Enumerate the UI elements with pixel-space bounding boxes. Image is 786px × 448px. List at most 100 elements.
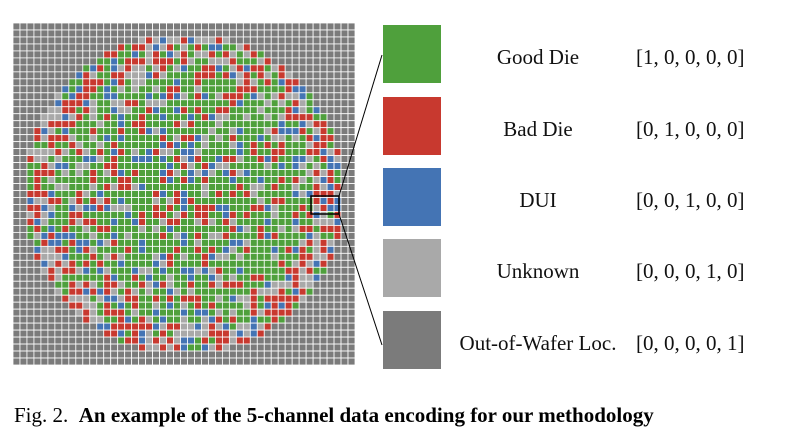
wafer-cell [40,301,49,310]
wafer-cell [187,127,195,136]
wafer-cell [131,211,140,219]
wafer-cell [270,78,279,87]
wafer-cell [201,301,209,310]
wafer-cell [347,113,356,122]
wafer-cell [89,336,98,345]
wafer-cell [131,169,140,177]
wafer-cell [159,183,167,191]
wafer-cell [68,350,77,359]
wafer-cell [138,238,147,247]
wafer-cell [89,343,98,352]
wafer-cell [110,120,119,129]
wafer-cell [166,155,174,163]
wafer-cell [159,245,167,254]
wafer-cell [235,259,244,268]
wafer-cell [89,78,98,87]
wafer-cell [305,36,314,45]
wafer-cell [47,134,56,143]
wafer-cell [187,287,195,296]
wafer-cell [215,78,223,87]
wafer-cell [215,64,223,73]
wafer-cell [256,259,265,268]
wafer-cell [326,266,335,275]
wafer-cell [12,176,21,184]
wafer-cell [340,294,349,303]
wafer-cell [215,197,223,205]
wafer-cell [256,294,265,303]
wafer-cell [291,280,300,289]
wafer-cell [242,336,251,345]
wafer-cell [256,329,265,338]
wafer-cell [61,57,70,66]
wafer-cell [131,113,140,122]
wafer-cell [131,225,140,233]
wafer-cell [194,204,202,212]
wafer-cell [208,287,216,296]
wafer-cell [270,301,279,310]
wafer-cell [242,57,251,66]
wafer-cell [54,287,63,296]
wafer-cell [19,50,28,59]
wafer-cell [312,259,321,268]
wafer-cell [89,127,98,136]
wafer-cell [180,197,188,205]
wafer-cell [82,43,91,52]
wafer-cell [326,148,335,157]
wafer-cell [187,148,195,157]
wafer-cell [228,113,237,122]
wafer-cell [298,127,307,136]
wafer-cell [194,29,202,38]
wafer-cell [138,315,147,324]
wafer-cell [228,225,237,233]
wafer-cell [340,238,349,247]
wafer-cell [208,36,216,45]
wafer-cell [228,78,237,87]
wafer-cell [333,350,342,359]
wafer-cell [284,336,293,345]
wafer-cell [270,336,279,345]
wafer-cell [166,294,174,303]
wafer-cell [96,57,105,66]
wafer-cell [33,155,42,163]
wafer-cell [235,238,244,247]
wafer-cell [277,106,286,115]
wafer-cell [152,287,160,296]
wafer-cell [159,99,167,108]
wafer-cell [221,211,230,219]
wafer-cell [96,169,105,177]
wafer-cell [326,301,335,310]
wafer-cell [12,225,21,233]
wafer-cell [82,357,91,366]
wafer-cell [138,50,147,59]
wafer-cell [68,259,77,268]
wafer-cell [54,329,63,338]
wafer-cell [40,176,49,184]
wafer-cell [333,162,342,170]
wafer-cell [305,29,314,38]
wafer-cell [89,301,98,310]
wafer-cell [340,322,349,331]
wafer-cell [96,336,105,345]
wafer-cell [305,266,314,275]
wafer-cell [61,280,70,289]
wafer-cell [340,329,349,338]
wafer-cell [138,308,147,317]
wafer-cell [340,36,349,45]
wafer-cell [110,259,119,268]
wafer-cell [215,155,223,163]
wafer-cell [173,343,181,352]
wafer-cell [215,176,223,184]
wafer-cell [270,350,279,359]
wafer-cell [201,71,209,80]
wafer-cell [326,113,335,122]
wafer-cell [221,301,230,310]
wafer-cell [40,78,49,87]
wafer-cell [242,329,251,338]
wafer-cell [221,238,230,247]
wafer-cell [12,211,21,219]
wafer-cell [187,22,195,31]
wafer-cell [284,225,293,233]
wafer-cell [333,29,342,38]
wafer-cell [291,301,300,310]
wafer-cell [291,57,300,66]
